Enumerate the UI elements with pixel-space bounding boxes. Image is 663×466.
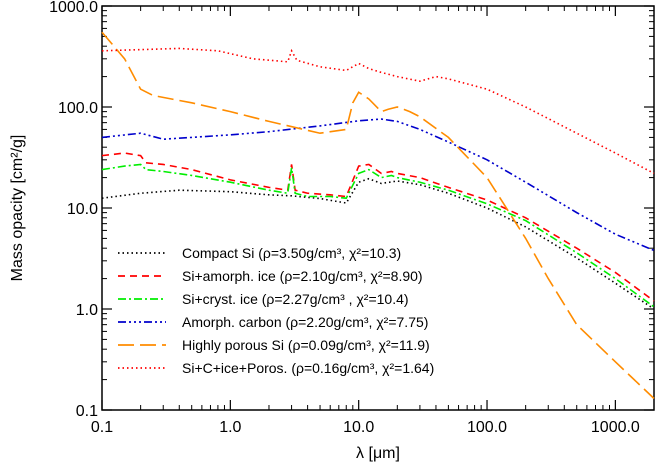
plot-frame [101,5,655,411]
legend-label-3: Si+cryst. ice (ρ=2.27g/cm³ , χ²=10.4) [182,291,409,307]
series-line-3 [101,163,655,308]
series-line-2 [101,152,655,302]
legend-label-2: Si+amorph. ice (ρ=2.10g/cm³, χ²=8.90) [182,268,423,284]
series-line-6 [101,47,655,175]
series-line-5 [101,31,655,400]
series-line-4 [101,118,655,252]
y-axis-label: Mass opacity [cm²/g] [9,135,26,282]
x-axis-label: λ [μm] [356,445,400,462]
y-tick-label: 1.0 [76,302,98,319]
legend-label-6: Si+C+ice+Poros. (ρ=0.16g/cm³, χ²=1.64) [182,360,434,376]
legend: Compact Si (ρ=3.50g/cm³, χ²=10.3) Si+amor… [118,245,434,376]
x-tick-label: 10.0 [343,419,374,436]
y-tick-label: 1000.0 [49,0,98,16]
legend-label-1: Compact Si (ρ=3.50g/cm³, χ²=10.3) [182,245,401,261]
legend-label-5: Highly porous Si (ρ=0.09g/cm³, χ²=11.9) [182,337,430,353]
x-tick-label: 1.0 [219,419,241,436]
x-tick-label: 1000.0 [591,419,640,436]
y-tick-label: 10.0 [67,201,98,218]
series-lines [101,31,655,400]
series-line-1 [101,177,655,310]
x-tick-label: 100.0 [467,419,507,436]
y-tick-label: 100.0 [58,100,98,117]
x-tick-label: 0.1 [91,419,113,436]
y-tick-label: 0.1 [76,403,98,420]
legend-label-4: Amorph. carbon (ρ=2.20g/cm³, χ²=7.75) [182,314,428,330]
